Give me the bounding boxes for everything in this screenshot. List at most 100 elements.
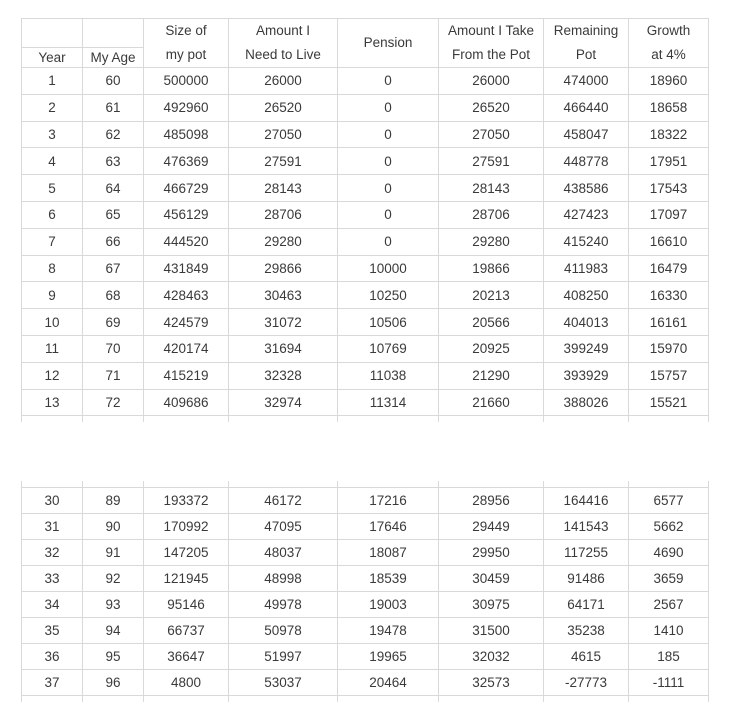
cell-my-age: 63 [82,147,144,176]
cell-pension: 0 [337,67,439,95]
cell-year: 10 [21,308,83,336]
cell-need-to-live: 27050 [228,120,338,149]
cell-year: 33 [21,565,83,592]
table-row: 7 66 444520 29280 0 29280 415240 16610 [21,227,709,256]
cell-my-age: 60 [82,67,144,95]
cell-pension: 0 [337,227,439,256]
cell-need-to-live: 48037 [228,539,338,566]
cell-remaining-pot: 438586 [543,174,629,202]
cell-remaining-pot: 448778 [543,147,629,176]
cell-pot-size: 420174 [143,334,229,363]
cell-take-from-pot: 30459 [438,565,544,592]
cell-take-from-pot: 32573 [438,669,544,696]
cell-remaining-pot: 466440 [543,93,629,122]
cell-my-age: 94 [82,617,144,644]
cell-take-from-pot: 28706 [438,200,544,229]
cell-remaining-pot: 399249 [543,334,629,363]
cell-pension: 0 [337,200,439,229]
cell-need-to-live: 28143 [228,174,338,202]
table-row: 8 67 431849 29866 10000 19866 411983 16479 [21,254,709,283]
cell-my-age: 95 [82,643,144,670]
header-remaining-pot-line2: Pot [575,47,597,62]
cell-pot-size: 170992 [143,513,229,540]
header-growth: Growth at 4% [628,18,709,68]
cell-need-to-live: 32974 [228,388,338,417]
cell-need-to-live: 26000 [228,67,338,95]
partial-row-stub [21,695,709,702]
cell-year: 12 [21,361,83,390]
table-row: 30 89 193372 46172 17216 28956 164416 6577 [21,487,709,514]
partial-row [21,415,709,423]
header-row-top: Size of my pot Amount I Need to Live Pen… [21,18,709,68]
cell-take-from-pot: 31500 [438,617,544,644]
cell-growth: 15970 [628,334,709,363]
cell-my-age: 93 [82,591,144,618]
cell-growth: 17543 [628,174,709,202]
cell-growth: 6577 [628,487,709,514]
cell-remaining-pot: 35238 [543,617,629,644]
table-row: 10 69 424579 31072 10506 20566 404013 16161 [21,308,709,336]
cell-my-age: 92 [82,565,144,592]
cell-growth: 1410 [628,617,709,644]
cell-take-from-pot: 20566 [438,308,544,336]
cell-remaining-pot: 404013 [543,308,629,336]
cell-pension: 20464 [337,669,439,696]
cell-pot-size: 444520 [143,227,229,256]
cell-growth: 16610 [628,227,709,256]
cell-pension: 0 [337,93,439,122]
cell-take-from-pot: 28956 [438,487,544,514]
cell-pension: 19478 [337,617,439,644]
header-pot-size-line1: Size of [165,23,207,38]
cell-take-from-pot: 28143 [438,174,544,202]
cell-year: 36 [21,643,83,670]
header-age-spacer [82,18,144,48]
cell-remaining-pot: 411983 [543,254,629,283]
cell-growth: 18322 [628,120,709,149]
cell-year: 2 [21,93,83,122]
cell-remaining-pot: -27773 [543,669,629,696]
header-take-from-pot-line2: From the Pot [451,47,531,62]
cell-my-age: 62 [82,120,144,149]
cell-remaining-pot: 415240 [543,227,629,256]
table-row: 3 62 485098 27050 0 27050 458047 18322 [21,120,709,149]
table-row: 34 93 95146 49978 19003 30975 64171 2567 [21,591,709,618]
cell-pot-size: 66737 [143,617,229,644]
cell-growth: 17951 [628,147,709,176]
header-growth-line2: at 4% [651,47,686,62]
cell-remaining-pot: 164416 [543,487,629,514]
cell-growth: 4690 [628,539,709,566]
table-row: 32 91 147205 48037 18087 29950 117255 4690 [21,539,709,566]
table-row: 11 70 420174 31694 10769 20925 399249 15970 [21,334,709,363]
cell-remaining-pot: 4615 [543,643,629,670]
cell-year: 31 [21,513,83,540]
cell-pension: 10000 [337,254,439,283]
table-row: 35 94 66737 50978 19478 31500 35238 1410 [21,617,709,644]
cell-my-age: 96 [82,669,144,696]
header-year: Year [21,46,83,69]
cell-year: 3 [21,120,83,149]
pension-table-lower: 30 89 193372 46172 17216 28956 164416 6577 31 90 1… [21,481,709,702]
cell-take-from-pot: 29950 [438,539,544,566]
partial-row-stub [21,415,709,423]
header-remaining-pot-line1: Remaining [553,23,619,38]
cell-year: 5 [21,174,83,202]
cell-take-from-pot: 32032 [438,643,544,670]
cell-growth: 15521 [628,388,709,417]
table-row: 37 96 4800 53037 20464 32573 -27773 -1111 [21,669,709,696]
header-pot-size: Size of my pot [143,18,229,68]
header-age: My Age [82,46,144,69]
cell-remaining-pot: 141543 [543,513,629,540]
cell-my-age: 67 [82,254,144,283]
table-row: 2 61 492960 26520 0 26520 466440 18658 [21,93,709,122]
cell-pot-size: 415219 [143,361,229,390]
cell-need-to-live: 50978 [228,617,338,644]
header-remaining-pot: Remaining Pot [543,18,629,68]
cell-take-from-pot: 26520 [438,93,544,122]
table-row: 33 92 121945 48998 18539 30459 91486 3659 [21,565,709,592]
cell-year: 8 [21,254,83,283]
cell-my-age: 66 [82,227,144,256]
partial-row-stub [21,481,709,488]
cell-pot-size: 428463 [143,281,229,310]
cell-take-from-pot: 29449 [438,513,544,540]
cell-growth: 16330 [628,281,709,310]
